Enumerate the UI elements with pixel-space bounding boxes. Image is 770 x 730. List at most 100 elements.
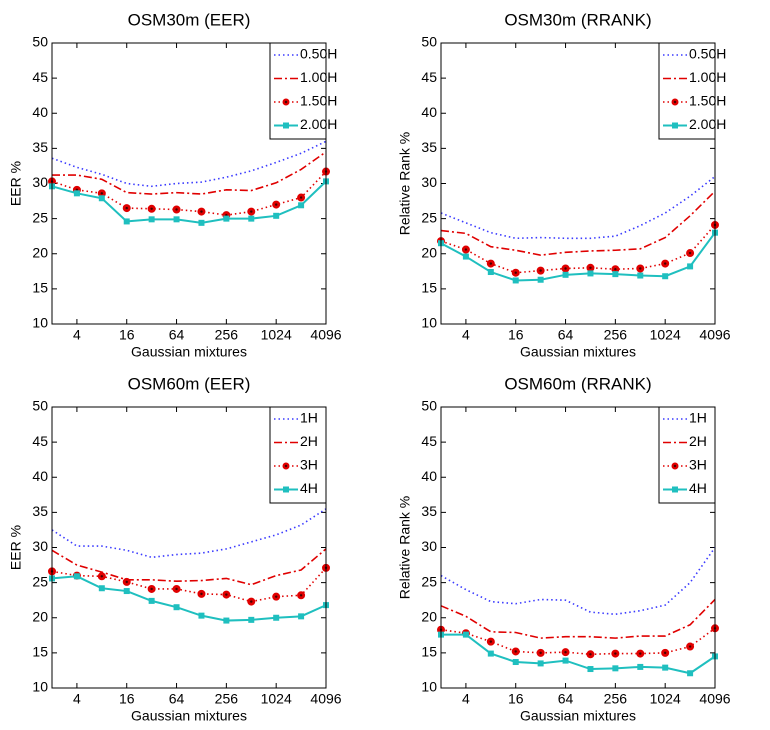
x-tick-label: 4096	[310, 691, 341, 707]
series-line	[440, 190, 716, 256]
series-line	[440, 224, 716, 274]
marker-center	[299, 594, 303, 597]
marker	[662, 664, 669, 671]
marker-center	[614, 652, 617, 655]
legend-box	[269, 42, 327, 140]
marker	[537, 660, 544, 667]
legend-label: 1H	[300, 410, 318, 426]
marker-center	[250, 600, 253, 603]
y-tick-label: 30	[421, 538, 437, 554]
marker	[198, 612, 205, 619]
y-axis-label: EER %	[8, 525, 24, 570]
marker	[123, 218, 130, 225]
y-tick-label: 45	[32, 69, 48, 85]
series-line	[441, 633, 716, 675]
marker-center	[514, 271, 517, 274]
marker	[612, 271, 619, 278]
axes-box	[51, 42, 327, 325]
marker	[273, 614, 280, 621]
x-tick-label: 1024	[261, 327, 292, 343]
marker	[637, 663, 644, 670]
x-tick-label: 4	[462, 327, 470, 343]
marker-center	[489, 640, 493, 643]
marker	[537, 276, 544, 283]
chart-title: OSM60m (RRANK)	[504, 374, 651, 393]
x-tick-label: 4	[73, 327, 81, 343]
marker	[98, 585, 105, 592]
legend-label: 1H	[689, 410, 707, 426]
series-line	[440, 232, 716, 282]
legend-box	[269, 406, 327, 504]
series	[51, 508, 327, 559]
legend-label: 3H	[300, 457, 318, 473]
legend-label: 0.50H	[300, 46, 337, 62]
x-tick-label: 256	[604, 691, 628, 707]
axes-box	[440, 406, 716, 689]
series	[51, 548, 327, 586]
y-tick-label: 10	[421, 315, 437, 331]
marker	[587, 270, 594, 277]
marker-center	[663, 651, 667, 655]
x-tick-label: 16	[508, 327, 524, 343]
legend: 1H 2H 3H 4H	[658, 406, 716, 504]
marker-center	[250, 210, 253, 213]
marker-center	[200, 592, 203, 596]
series-line	[51, 567, 327, 603]
marker	[173, 604, 180, 611]
legend-label: 4H	[689, 480, 707, 496]
marker-center	[299, 196, 303, 199]
y-tick-label: 50	[421, 34, 437, 50]
y-tick-label: 25	[421, 209, 437, 225]
legend-label: 3H	[689, 457, 707, 473]
marker-center	[464, 248, 468, 251]
legend-label: 1.00H	[689, 69, 726, 85]
y-tick-label: 10	[32, 315, 48, 331]
marker-center	[589, 266, 592, 269]
marker	[487, 650, 494, 657]
y-tick-label: 10	[421, 679, 437, 695]
y-tick-label: 50	[421, 398, 437, 414]
y-tick-label: 45	[421, 433, 437, 449]
y-tick-label: 30	[32, 174, 48, 190]
x-axis-label: Gaussian mixtures	[131, 344, 247, 360]
marker-center	[514, 650, 517, 653]
series-line	[52, 151, 327, 195]
marker-center	[564, 267, 567, 270]
marker-center	[125, 206, 128, 210]
marker-center	[100, 192, 104, 195]
series-line	[440, 547, 716, 616]
legend: 0.50H 1.00H 1.50H 2.00H	[269, 42, 337, 140]
x-axis-label: Gaussian mixtures	[520, 708, 636, 724]
y-tick-label: 15	[421, 280, 437, 296]
series-line	[440, 627, 716, 656]
marker-center	[663, 262, 667, 265]
marker-center	[539, 651, 542, 655]
marker-center	[639, 652, 642, 655]
legend-label: 1.50H	[689, 93, 726, 109]
marker-center	[564, 650, 567, 654]
marker-center	[100, 575, 104, 578]
x-tick-label: 256	[215, 327, 239, 343]
y-tick-label: 40	[32, 104, 48, 120]
y-tick-label: 50	[32, 398, 48, 414]
y-tick-label: 35	[421, 139, 437, 155]
y-tick-label: 35	[32, 139, 48, 155]
marker	[462, 631, 469, 638]
y-tick-label: 20	[421, 608, 437, 624]
y-tick-label: 50	[32, 34, 48, 50]
series	[52, 151, 327, 195]
x-tick-label: 16	[119, 327, 135, 343]
marker	[637, 272, 644, 279]
marker	[587, 666, 594, 673]
legend-marker	[672, 122, 678, 129]
marker	[223, 215, 230, 222]
y-tick-label: 15	[32, 644, 48, 660]
x-axis-label: Gaussian mixtures	[520, 344, 636, 360]
marker	[298, 613, 305, 620]
marker	[662, 273, 669, 280]
y-tick-label: 10	[32, 679, 48, 695]
y-tick-label: 25	[32, 209, 48, 225]
x-tick-label: 16	[119, 691, 135, 707]
legend-label: 2H	[689, 433, 707, 449]
